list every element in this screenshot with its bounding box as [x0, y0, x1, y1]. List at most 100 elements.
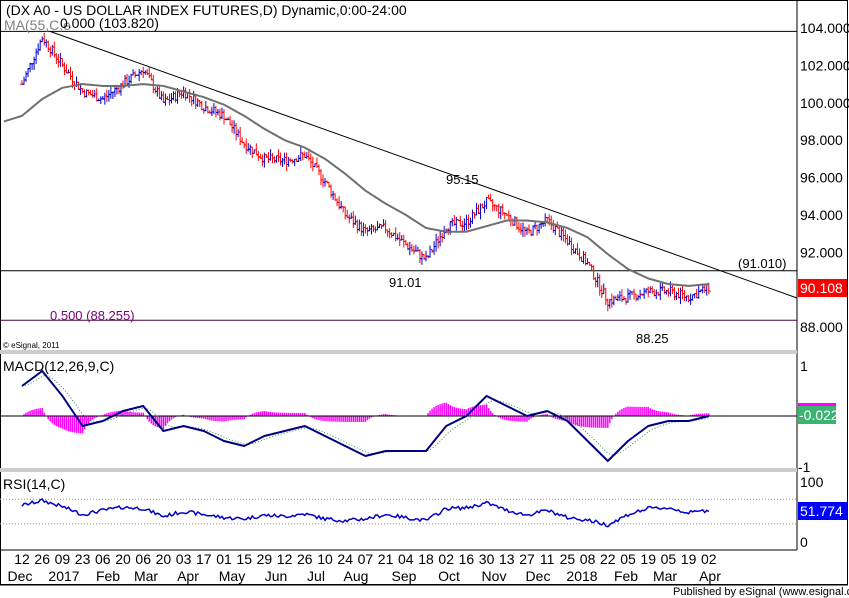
price-bar [365, 227, 370, 237]
price-bar [254, 143, 259, 156]
x-tick-label: 26 [34, 551, 50, 567]
price-badge-value: 90.108 [800, 280, 843, 296]
price-bar [379, 224, 384, 230]
x-tick-label: 30 [479, 551, 495, 567]
x-month-label: Feb [96, 568, 120, 584]
x-tick-label: 19 [640, 551, 656, 567]
price-bar [209, 106, 214, 116]
price-bar [468, 217, 473, 228]
price-bar [199, 101, 204, 111]
price-bar [183, 87, 188, 101]
price-bar [62, 62, 67, 76]
price-bar [110, 91, 115, 99]
x-month-label: Nov [482, 568, 507, 584]
price-bar [213, 105, 218, 118]
price-axis-tick: 102.000 [800, 57, 849, 73]
price-bar [666, 288, 671, 297]
price-bar [64, 64, 69, 74]
price-bar [557, 226, 562, 238]
x-tick-label: 02 [701, 551, 717, 567]
price-bar [54, 53, 59, 65]
price-bar [22, 76, 27, 85]
price-bar [575, 243, 580, 256]
price-bar [88, 89, 93, 96]
x-tick-label: 19 [681, 551, 697, 567]
price-bar [619, 289, 624, 303]
price-bar [506, 210, 511, 220]
price-bar [395, 233, 400, 241]
x-tick-label: 15 [236, 551, 252, 567]
price-bar [298, 146, 303, 162]
price-bar [266, 152, 271, 163]
price-bar [280, 158, 285, 168]
price-bar [381, 219, 386, 227]
price-bar [189, 96, 194, 107]
price-bar [300, 152, 305, 161]
price-bar [278, 152, 283, 166]
price-bar [310, 156, 315, 172]
price-bar [114, 85, 119, 95]
price-bar [112, 86, 117, 98]
price-bar [482, 200, 487, 214]
price-bar [145, 68, 150, 76]
price-bar [385, 229, 390, 237]
price-bar [702, 284, 707, 293]
price-bar [52, 41, 57, 58]
price-bar [260, 154, 265, 167]
trendline [49, 30, 798, 299]
price-bar [615, 294, 620, 302]
price-bar [419, 251, 424, 265]
price-bar [353, 215, 358, 225]
price-bar [704, 283, 709, 296]
price-bar [694, 288, 699, 299]
price-bar [56, 54, 61, 68]
price-bar [323, 178, 327, 187]
price-bar [102, 92, 107, 105]
price-bar [486, 194, 491, 200]
price-bar [611, 295, 616, 306]
price-bar [217, 108, 222, 121]
x-tick-label: 04 [398, 551, 414, 567]
price-bar [597, 274, 602, 296]
price-bar [357, 219, 362, 232]
price-bar [308, 153, 313, 169]
price-bar [320, 174, 325, 188]
price-bar [371, 224, 376, 232]
x-tick-label: 24 [337, 551, 353, 567]
resistance-label: (91.010) [738, 256, 786, 271]
price-bar [163, 93, 168, 106]
x-month-label: Sep [392, 568, 417, 584]
rsi-label: RSI(14,C) [3, 476, 65, 492]
price-bar [306, 150, 311, 161]
price-bar [318, 169, 323, 186]
x-tick-label: 03 [176, 551, 192, 567]
price-bar [591, 265, 596, 280]
price-bar [387, 228, 392, 239]
price-bar [650, 286, 655, 294]
price-bar [648, 286, 653, 294]
price-bar [26, 68, 31, 78]
price-bar [674, 291, 679, 300]
price-bar [24, 71, 29, 82]
price-badge [798, 279, 847, 297]
price-bar [232, 120, 237, 134]
price-bar [250, 146, 255, 159]
fib-mid-label: 0.500 (88.255) [50, 308, 135, 323]
x-month-label: May [219, 568, 245, 584]
x-tick-label: 12 [14, 551, 30, 567]
price-bar [286, 156, 291, 167]
price-bar [106, 89, 111, 102]
price-bar [347, 214, 352, 224]
price-bar [654, 289, 659, 300]
rsi-badge [798, 502, 847, 520]
x-month-label: Feb [614, 568, 638, 584]
x-tick-label: 12 [277, 551, 293, 567]
x-tick-label: 13 [499, 551, 515, 567]
price-bar [563, 229, 568, 244]
x-month-label: Mar [653, 568, 677, 584]
price-bar [593, 277, 598, 288]
price-bar [238, 126, 243, 146]
fib-top-label: 0.000 (103.820) [60, 15, 159, 31]
price-bar [432, 241, 437, 255]
